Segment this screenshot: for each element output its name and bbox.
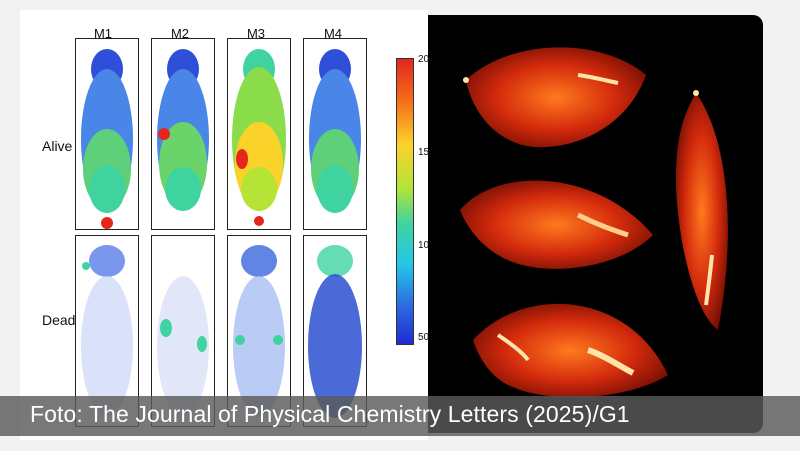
intensity-color-scale xyxy=(396,58,414,345)
mouse-panel-m1-alive xyxy=(75,38,139,230)
mouse-panel-m2-dead xyxy=(151,235,215,427)
mouse-heatmap xyxy=(233,245,285,416)
column-label-m3: M3 xyxy=(246,26,266,41)
mouse-heatmap xyxy=(81,245,133,416)
column-label-m4: M4 xyxy=(323,26,343,41)
mouse-panel-m1-dead xyxy=(75,235,139,427)
bioluminescence-figure: M1 M2 M3 M4 Alive Dead xyxy=(20,10,440,440)
mouse-panel-m3-dead xyxy=(227,235,291,427)
mouse-heatmap xyxy=(309,49,361,213)
row-label-alive: Alive xyxy=(42,138,73,154)
mouse-panel-m3-alive xyxy=(227,38,291,230)
row-label-dead: Dead xyxy=(42,312,76,328)
mouse-heatmap xyxy=(232,49,286,226)
leaves-illustration xyxy=(460,47,728,398)
mouse-panel-m2-alive xyxy=(151,38,215,230)
glowing-leaves-photo xyxy=(428,15,763,433)
photo-credit-text: Foto: The Journal of Physical Chemistry … xyxy=(30,401,630,427)
mouse-heatmap xyxy=(157,49,209,211)
column-label-m2: M2 xyxy=(170,26,190,41)
column-label-m1: M1 xyxy=(93,26,113,41)
mouse-heatmap xyxy=(308,245,362,418)
scale-tick-500: 500 xyxy=(418,332,435,343)
photo-credit-bar: Foto: The Journal of Physical Chemistry … xyxy=(0,396,800,436)
mouse-panel-m4-alive xyxy=(303,38,367,230)
mouse-heatmap xyxy=(157,276,209,416)
mouse-heatmap xyxy=(81,49,133,229)
